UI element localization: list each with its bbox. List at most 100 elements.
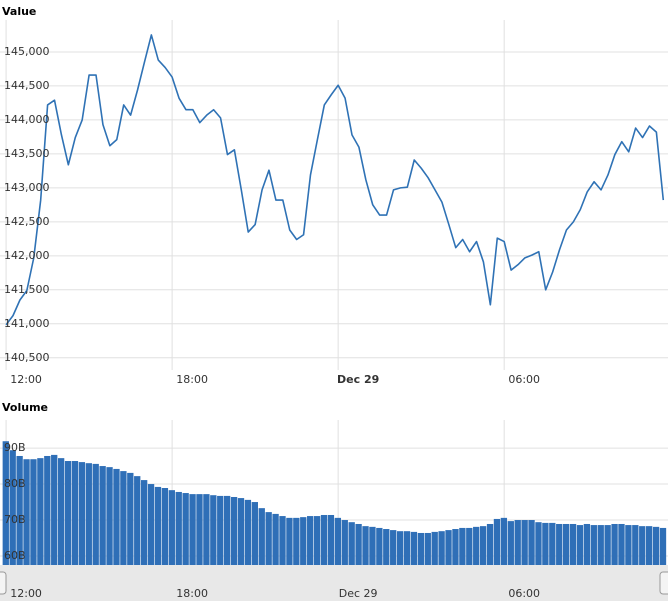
x-tick-label: 12:00 [10,587,42,600]
volume-bar [521,520,528,565]
volume-bar [604,525,611,565]
x-tick-label: Dec 29 [337,373,379,386]
volume-bar [23,459,30,565]
volume-bar [569,523,577,565]
volume-bar [258,508,265,565]
layer [0,20,668,370]
y-tick-label: 143,500 [4,147,50,160]
volume-bar [30,459,37,565]
volume-bar [168,490,175,565]
volume-bar [106,467,113,565]
navigator-handle[interactable] [659,571,668,595]
volume-bar [542,522,549,565]
volume-bar [120,471,127,565]
volume-bar [590,525,597,565]
y-tick-label: 90B [4,441,26,454]
volume-bar [210,495,217,565]
volume-bar [369,526,376,565]
volume-bar [64,461,72,565]
volume-bar [611,523,618,565]
volume-bar [85,463,92,565]
volume-bar [293,517,300,565]
volume-bar [473,526,480,565]
volume-bar [500,517,508,565]
x-tick-label: 18:00 [176,587,208,600]
y-tick-label: 143,000 [4,181,50,194]
volume-bar [562,523,570,565]
volume-bar [514,520,521,565]
x-tick-label: 12:00 [10,373,42,386]
volume-bar [113,468,120,565]
volume-bar [507,521,514,565]
y-tick-label: 142,500 [4,215,50,228]
y-tick-label: 141,500 [4,283,50,296]
volume-bar [286,517,293,565]
volume-bar [348,522,355,565]
volume-bar [154,486,162,565]
volume-bar [632,525,639,565]
volume-bar [300,517,307,565]
volume-bar [334,517,342,565]
volume-bar [272,513,279,565]
volume-bar [217,495,224,565]
price-line [5,34,665,326]
volume-bar [265,512,272,565]
volume-bar [140,480,148,565]
volume-bar [313,516,321,565]
volume-bar [403,531,411,565]
y-tick-label: 70B [4,513,26,526]
navigator[interactable] [0,565,668,601]
volume-bar [230,496,238,565]
volume-bar [327,514,335,565]
volume-bar [244,499,252,565]
volume-bar [134,476,141,565]
volume-bar [78,462,86,565]
volume-bar [37,458,44,565]
layer [5,34,665,326]
volume-bar [355,523,362,565]
volume-bar [175,491,182,565]
layer: Volume 60B 70B 80B 90B 12:00 18:00 Dec 29 06:00 [2,401,540,600]
x-tick-label: 18:00 [176,373,208,386]
volume-bar [646,526,653,565]
volume-bar [396,531,404,565]
volume-bar [16,455,23,565]
volume-bar [362,526,369,565]
volume-bar [583,523,591,565]
volume-bar [625,525,632,565]
volume-bar [535,522,542,565]
volume-bar [576,525,584,565]
chart-title: Value [2,5,36,18]
volume-bar [92,463,99,565]
volume-bar [466,527,473,565]
volume-bar [597,525,604,565]
volume-bar [618,523,625,565]
y-tick-label: 141,000 [4,317,50,330]
volume-bar [224,495,231,565]
volume-bar [445,530,452,565]
chart-title: Volume [2,401,48,414]
navigator-handle[interactable] [0,571,7,595]
y-tick-label: 144,000 [4,113,50,126]
volume-bar [417,532,425,565]
volume-bar [652,526,660,565]
volume-bar [99,466,106,565]
y-tick-label: 60B [4,549,26,562]
volume-bar [438,531,445,565]
volume-bar [127,472,134,565]
y-tick-label: 80B [4,477,26,490]
volume-bar [479,526,487,565]
volume-bar [376,527,383,565]
y-tick-label: 140,500 [4,351,50,364]
layer: Value 140,500 141,000 141,500 142,000 142,500… [2,5,540,386]
volume-bar [659,527,667,565]
y-tick-label: 145,000 [4,45,50,58]
y-tick-label: 144,500 [4,79,50,92]
x-tick-label: Dec 29 [339,587,378,600]
volume-bar [196,494,203,565]
volume-bar [493,518,501,565]
volume-bar [71,461,79,565]
volume-bar [237,498,245,565]
